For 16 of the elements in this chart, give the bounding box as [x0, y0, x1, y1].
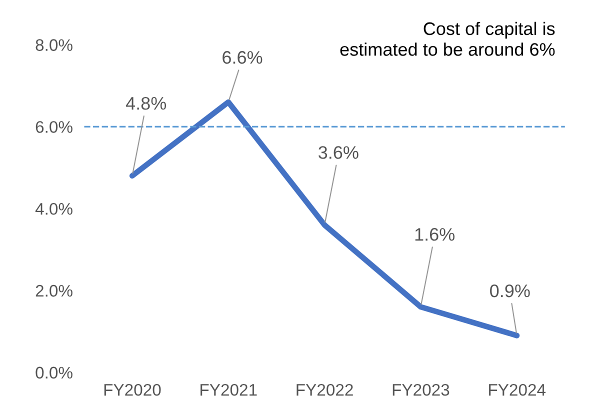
x-tick-label: FY2021: [200, 384, 257, 396]
text: 1.6%: [415, 228, 455, 241]
y-tick-label: 6.0%: [36, 121, 72, 133]
text: 6.6%: [222, 51, 262, 64]
x-tick-label: FY2022: [296, 384, 353, 396]
x-tick-label: FY2023: [392, 384, 450, 396]
y-tick-label: 8.0%: [36, 39, 72, 51]
text: 3.6%: [318, 146, 358, 159]
y-tick-label: 4.0%: [35, 202, 72, 215]
y-tick-label: 0.0%: [36, 366, 72, 379]
x-tick-label: FY2020: [104, 384, 161, 396]
annotation: Cost of capital is estimated to be around 6%: [340, 22, 555, 56]
text: 4.8%: [126, 96, 166, 110]
text: 0.9%: [490, 284, 530, 298]
x-tick-label: FY2024: [489, 384, 546, 396]
y-tick-label: 2.0%: [36, 284, 72, 297]
